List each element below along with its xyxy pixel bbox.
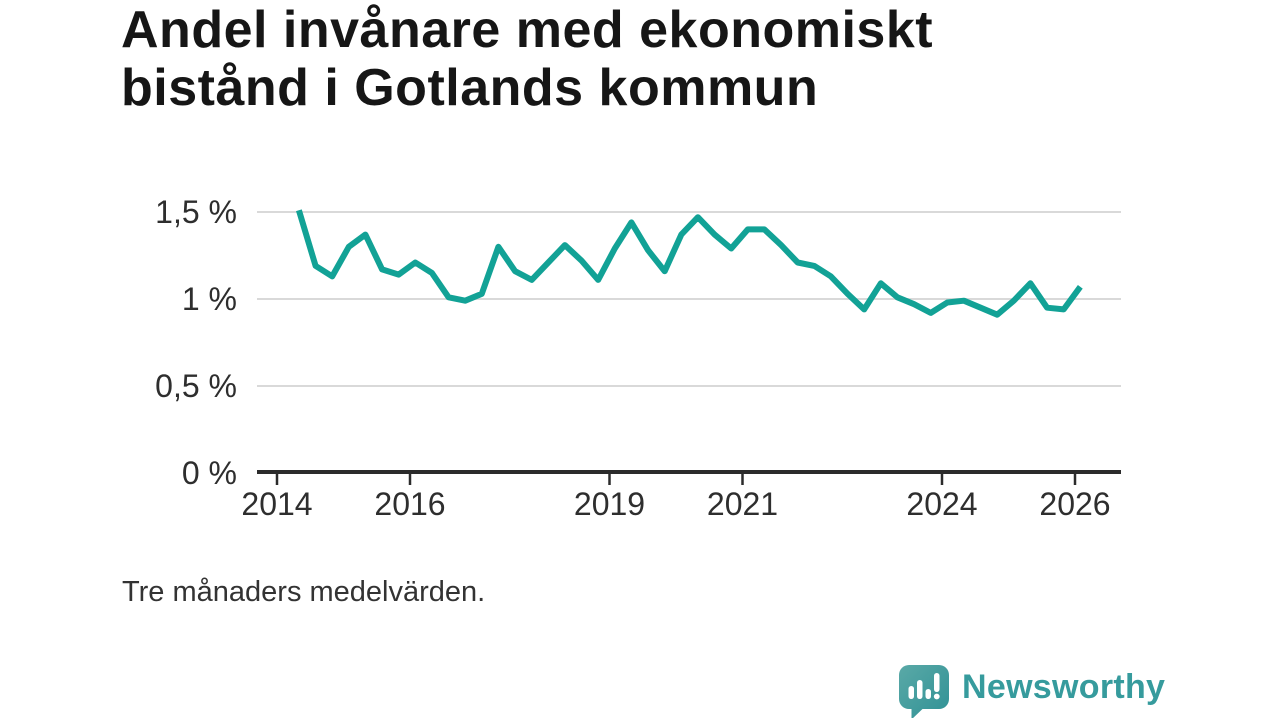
x-axis xyxy=(257,470,1121,485)
speech-bubble-shape xyxy=(899,665,949,718)
x-axis-tick-label: 2019 xyxy=(573,486,646,522)
newsworthy-speech-bubble-icon xyxy=(899,665,949,718)
y-axis-tick-label: 1 % xyxy=(181,281,237,317)
exclamation-bar xyxy=(934,673,940,692)
x-axis-tick-label: 2021 xyxy=(706,486,779,522)
exclamation-dot xyxy=(933,693,940,700)
newsworthy-wordmark: Newsworthy xyxy=(962,667,1166,706)
newsworthy-logo: Newsworthy xyxy=(896,662,1165,718)
gridlines xyxy=(257,211,1121,387)
y-axis-tick-label: 0 % xyxy=(181,455,237,491)
y-axis-tick-label: 0,5 % xyxy=(155,368,237,404)
x-axis-tick-label: 2026 xyxy=(1039,486,1111,522)
chart-title-line2: bistånd i Gotlands kommun xyxy=(121,59,819,117)
chart-footnote: Tre månaders medelvärden. xyxy=(122,576,486,608)
x-axis-tick-label: 2016 xyxy=(374,486,446,522)
data-series-line xyxy=(296,209,1083,318)
chart-title-line1: Andel invånare med ekonomiskt xyxy=(121,1,934,59)
bar-chart-glyph xyxy=(908,673,940,700)
y-axis-tick-label: 1,5 % xyxy=(155,194,237,230)
x-axis-tick-label: 2024 xyxy=(906,486,978,522)
chart-title: Andel invånare med ekonomiskt bistånd i … xyxy=(121,1,933,117)
x-axis-tick-label: 2014 xyxy=(241,486,313,522)
